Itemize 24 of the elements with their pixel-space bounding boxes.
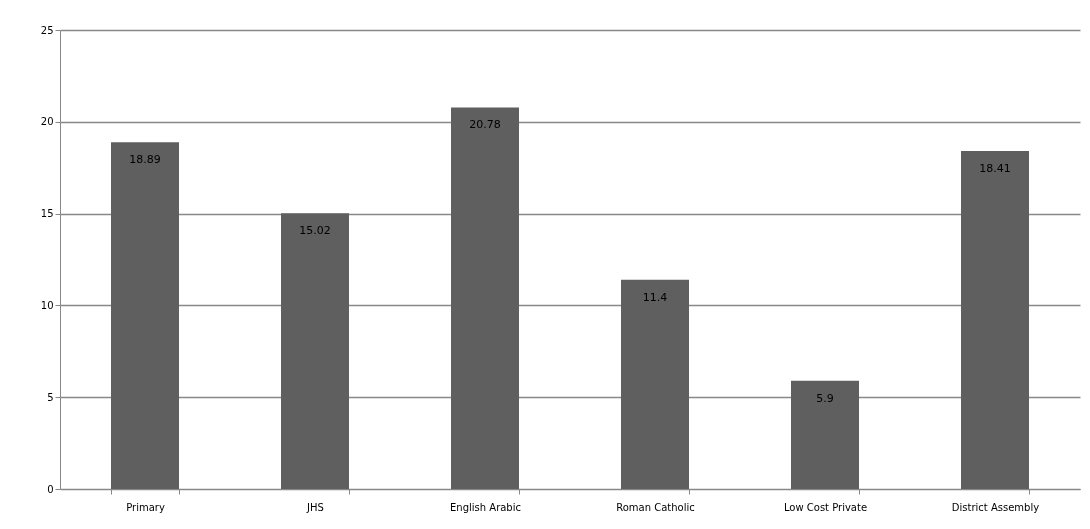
data-label: 18.89 (129, 153, 161, 167)
bar (791, 380, 859, 489)
y-tick-label: 0 (47, 483, 54, 495)
y-tick-label: 25 (40, 24, 54, 36)
x-tick-label: JHS (306, 501, 324, 513)
y-tick-label: 20 (40, 116, 54, 128)
y-tick-label: 5 (47, 391, 54, 403)
data-label: 11.4 (642, 290, 668, 304)
data-label: 18.41 (979, 161, 1011, 175)
bar (451, 107, 519, 489)
y-tick-label: 15 (40, 208, 54, 220)
bar (961, 150, 1029, 489)
x-tick-label: Low Cost Private (783, 501, 868, 513)
x-tick-label: English Arabic (450, 501, 521, 513)
data-label: 5.9 (816, 391, 834, 405)
bar (111, 142, 179, 489)
x-tick-label: Roman Catholic (616, 501, 695, 513)
x-tick-label: District Assembly (951, 501, 1040, 513)
bar (281, 213, 349, 489)
y-tick-label: 10 (40, 299, 54, 311)
x-tick-label: Primary (126, 501, 165, 513)
data-label: 20.78 (469, 118, 501, 132)
data-label: 15.02 (299, 224, 331, 238)
bar (621, 279, 689, 489)
